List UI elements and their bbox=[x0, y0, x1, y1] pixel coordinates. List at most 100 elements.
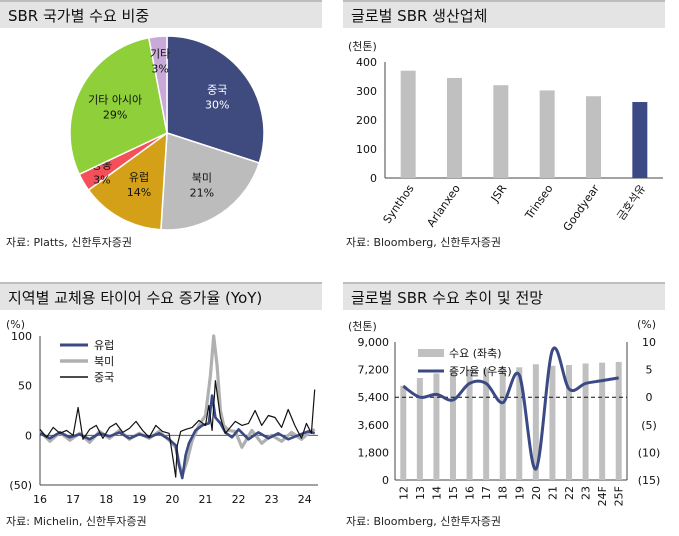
x-tick-label: 24 bbox=[298, 493, 312, 506]
x-tick-label: 24F bbox=[596, 486, 609, 506]
bar-2 bbox=[447, 77, 462, 178]
unit-label-right: (%) bbox=[637, 318, 657, 331]
demand-bar-21 bbox=[549, 365, 556, 480]
panel-title: SBR 국가별 수요 비중 bbox=[0, 0, 322, 28]
source-note: 자료: Bloomberg, 신한투자증권 bbox=[346, 236, 501, 249]
pie-slice-3 bbox=[87, 131, 168, 231]
x-tick-label: 23 bbox=[580, 486, 593, 500]
x-tick-label: Goodyear bbox=[561, 182, 603, 234]
y-tick-label-left: 3,600 bbox=[358, 419, 390, 432]
demand-bar-20 bbox=[532, 364, 539, 480]
slice-value-label: 30% bbox=[205, 99, 229, 112]
demand-combo-chart: 0 1,800 3,600 5,400 7,200 9,000 (15) (10) (5) 0 5 1… bbox=[358, 336, 661, 506]
y-tick-label: (50) bbox=[9, 479, 32, 492]
y-tick-label: 100 bbox=[356, 143, 377, 156]
x-tick-label: 19 bbox=[513, 486, 526, 500]
x-tick-label: 20 bbox=[530, 486, 543, 500]
panel-title: 글로벌 SBR 수요 추이 및 전망 bbox=[343, 282, 665, 310]
panel-title: 지역별 교체용 타이어 수요 증가율 (YoY) bbox=[0, 282, 322, 310]
bar-6 bbox=[632, 102, 648, 178]
slice-value-label: 21% bbox=[190, 186, 214, 199]
y-tick-label-right: 0 bbox=[646, 391, 653, 404]
x-tick-label: 19 bbox=[132, 493, 146, 506]
demand-bar-16 bbox=[466, 369, 473, 480]
x-tick-label: 18 bbox=[99, 493, 113, 506]
demand-bar-15 bbox=[450, 369, 456, 480]
unit-label: (%) bbox=[6, 318, 26, 331]
bar-5 bbox=[586, 96, 601, 178]
slice-label: 기타 bbox=[150, 48, 170, 61]
source-note: 자료: Platts, 신한투자증권 bbox=[6, 236, 132, 249]
x-tick-label: 금호석유 bbox=[614, 182, 648, 223]
x-tick-label: 22 bbox=[232, 493, 246, 506]
x-tick-label: 17 bbox=[480, 486, 493, 500]
slice-value-label: 3% bbox=[151, 63, 168, 76]
slice-label: 중국 bbox=[207, 84, 227, 97]
slice-value-label: 3% bbox=[93, 174, 110, 187]
x-tick-label: 22 bbox=[563, 486, 576, 500]
demand-bar-13 bbox=[416, 378, 423, 480]
demand-bar-25F bbox=[615, 361, 622, 480]
y-tick-label-right: (15) bbox=[638, 474, 661, 487]
x-tick-label: JSR bbox=[488, 182, 510, 205]
pie-slice-2 bbox=[160, 131, 261, 231]
source-note: 자료: Bloomberg, 신한투자증권 bbox=[346, 515, 501, 528]
legend-label: 북미 bbox=[94, 355, 114, 368]
series-line-유럽 bbox=[39, 394, 316, 480]
x-tick-label: 23 bbox=[265, 493, 279, 506]
demand-bar-18 bbox=[499, 368, 506, 480]
x-tick-label: 25F bbox=[613, 486, 626, 506]
y-tick-label-right: 5 bbox=[646, 364, 653, 377]
x-tick-label: 21 bbox=[546, 486, 559, 500]
x-tick-label: 17 bbox=[66, 493, 80, 506]
y-tick-label: 0 bbox=[370, 172, 377, 185]
panel-title: 글로벌 SBR 생산업체 bbox=[343, 0, 665, 28]
y-tick-label-right: (10) bbox=[638, 446, 661, 459]
growth-rate-line bbox=[402, 346, 619, 471]
slice-value-label: 29% bbox=[103, 109, 127, 122]
y-tick-label-left: 5,400 bbox=[358, 391, 390, 404]
x-tick-label: Trinseo bbox=[522, 182, 556, 222]
pie-slice-1 bbox=[166, 35, 265, 164]
legend-label: 중국 bbox=[94, 371, 114, 384]
x-tick-label: 18 bbox=[497, 486, 510, 500]
x-tick-label: 21 bbox=[198, 493, 212, 506]
legend-label: 증가율 (우축) bbox=[449, 365, 512, 378]
y-tick-label: 0 bbox=[25, 429, 32, 442]
unit-label-left: (천톤) bbox=[348, 320, 377, 333]
y-tick-label: 200 bbox=[356, 114, 377, 127]
demand-bar-23 bbox=[582, 363, 589, 480]
slice-label: 유럽 bbox=[129, 170, 149, 184]
demand-bar-12 bbox=[400, 385, 407, 480]
source-note: 자료: Michelin, 신한투자증권 bbox=[6, 515, 147, 528]
x-tick-label: 14 bbox=[430, 486, 443, 500]
y-tick-label-left: 0 bbox=[382, 474, 389, 487]
y-tick-label-right: 10 bbox=[642, 336, 656, 349]
y-tick-label-right: (5) bbox=[641, 419, 657, 432]
panel-tire-demand-growth: 지역별 교체용 타이어 수요 증가율 (YoY) (%) (50) 0 50 100 1… bbox=[0, 282, 330, 536]
x-tick-label: 12 bbox=[397, 486, 410, 500]
demand-bar-14 bbox=[433, 373, 440, 480]
unit-label: (천톤) bbox=[348, 40, 377, 53]
y-tick-label: 50 bbox=[18, 380, 32, 393]
slice-label: 북미 bbox=[192, 171, 212, 184]
demand-bar-22 bbox=[566, 365, 572, 480]
y-tick-label-left: 1,800 bbox=[358, 446, 390, 459]
producer-bar-chart: 0 100 200 300 400 Synthos Arlanxeo JSR Trinseo Go… bbox=[356, 56, 663, 234]
x-tick-label: 16 bbox=[33, 493, 47, 506]
y-tick-label: 100 bbox=[11, 330, 32, 343]
x-tick-label: Arlanxeo bbox=[424, 182, 463, 229]
bar-3 bbox=[493, 85, 509, 178]
series-line-중국 bbox=[39, 380, 316, 478]
x-tick-label: 13 bbox=[414, 486, 427, 500]
legend-label: 수요 (좌축) bbox=[449, 347, 502, 360]
bar-1 bbox=[400, 70, 416, 178]
x-tick-label: 15 bbox=[447, 486, 460, 500]
pie-slice-5 bbox=[69, 36, 168, 176]
x-tick-label: Synthos bbox=[381, 182, 417, 226]
slice-value-label: 14% bbox=[127, 186, 151, 199]
panel-sbr-producers: 글로벌 SBR 생산업체 (천톤) 0 100 200 300 400 Synthos Ar… bbox=[343, 0, 679, 260]
slice-label: 기타 아시아 bbox=[88, 94, 142, 107]
